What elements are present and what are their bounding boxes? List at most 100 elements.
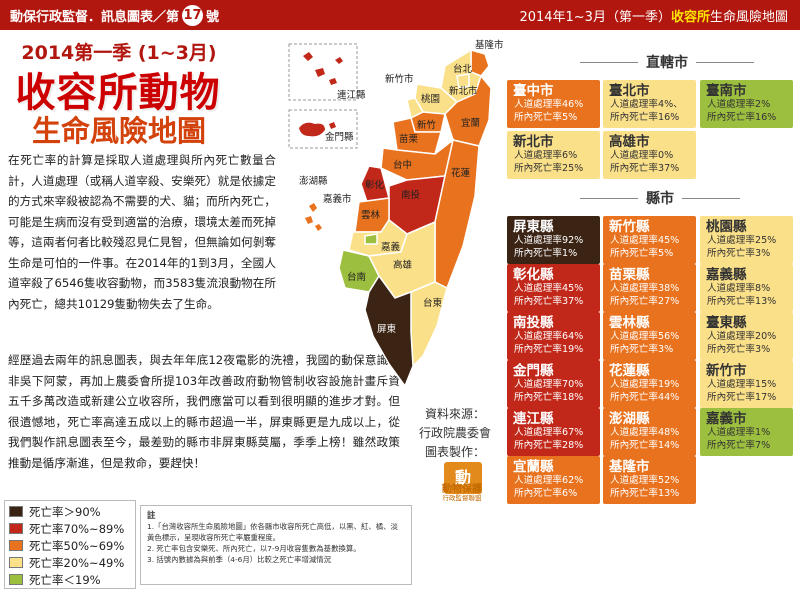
note-item: 1.「台灣收容所生命風險地圖」依各縣市收容所死亡高低，以黑、紅、橘、淡黃色標示，… [147, 522, 398, 542]
map-label-lienchiang: 連江縣 [337, 89, 366, 101]
card-region-name: 金門縣 [513, 363, 554, 379]
county-card: 臺南市 人道處理率2% 所內死亡率16% [700, 80, 793, 128]
headline-sub: 生命風險地圖 [31, 114, 206, 148]
card-region-name: 雲林縣 [609, 315, 650, 331]
county-card: 苗栗縣 人道處理率38% 所內死亡率27% [603, 264, 696, 312]
map-label-taitung: 台東 [423, 297, 443, 309]
card-euthanasia-rate: 人道處理率70% [514, 379, 584, 390]
card-death-rate: 所內死亡率5% [610, 247, 674, 259]
divider [580, 61, 638, 63]
card-region-name: 花蓮縣 [609, 363, 650, 379]
producer-label: 圖表製作： [424, 445, 485, 459]
headline-period: 2014第一季 (1~3月) [21, 42, 217, 64]
municipal-title: 直轄市 [646, 55, 688, 71]
county-card: 澎湖縣 人道處理率48% 所內死亡率14% [603, 408, 696, 456]
banner-highlight: 收容所 [670, 9, 710, 25]
card-euthanasia-rate: 人道處理率19% [610, 379, 680, 390]
region-taipei [456, 73, 470, 89]
card-death-rate: 所內死亡率6% [514, 487, 578, 499]
source-label: 資料來源： [424, 407, 485, 421]
card-region-name: 南投縣 [513, 315, 554, 331]
card-death-rate: 所內死亡率3% [707, 343, 771, 355]
headline-main: 收容所動物 [15, 70, 221, 116]
card-euthanasia-rate: 人道處理率48% [610, 427, 680, 438]
card-region-name: 高雄市 [609, 134, 650, 150]
legend-item: 死亡率50%~69% [9, 537, 131, 554]
card-region-name: 新北市 [513, 134, 554, 150]
card-death-rate: 所內死亡率16% [707, 111, 777, 123]
county-card: 嘉義市 人道處理率1% 所內死亡率7% [700, 408, 793, 456]
card-region-name: 桃園縣 [706, 219, 747, 235]
legend-label: 死亡率20%~49% [29, 555, 125, 570]
card-death-rate: 所內死亡率25% [514, 162, 584, 174]
municipal-section-header: 直轄市 [580, 52, 754, 72]
map-label-keelung: 基隆市 [475, 39, 504, 51]
card-death-rate: 所內死亡率13% [610, 487, 680, 499]
card-euthanasia-rate: 人道處理率38% [610, 283, 680, 294]
card-region-name: 連江縣 [513, 411, 554, 427]
county-card: 臺中市 人道處理率46% 所內死亡率5% [507, 80, 600, 128]
county-card: 屏東縣 人道處理率92% 所內死亡率1% [507, 216, 600, 264]
card-region-name: 臺北市 [609, 83, 650, 99]
map-label-kinmen: 金門縣 [325, 131, 354, 143]
series-name: 動保行政監督．訊息圖表／第 [10, 9, 180, 25]
county-card: 基隆市 人道處理率52% 所內死亡率13% [603, 456, 696, 504]
county-card: 花蓮縣 人道處理率19% 所內死亡率44% [603, 360, 696, 408]
note-item: 2. 死亡率包含安樂死、所內死亡，以7-9月收容隻數為基數換算。 [147, 544, 361, 553]
kinmen-inset [288, 109, 358, 149]
organization-subtitle: 行政監督聯盟 [442, 494, 482, 502]
map-label-miaoli: 苗栗 [399, 134, 419, 145]
legend-swatch [9, 523, 23, 534]
card-death-rate: 所內死亡率3% [707, 247, 771, 259]
top-banner: 動保行政監督．訊息圖表／第 17 號 2014年1~3月（第一季）收容所生命風險… [0, 0, 800, 30]
map-label-chiayi: 嘉義 [381, 241, 401, 253]
card-euthanasia-rate: 人道處理率56% [610, 331, 680, 342]
intro-paragraph: 在死亡率的計算是採取人道處理與所內死亡數量合計，人道處理（或稱人道宰殺、安樂死）… [8, 153, 276, 311]
map-label-kaohsiung: 高雄 [393, 259, 413, 271]
card-region-name: 臺東縣 [706, 315, 747, 331]
legend-swatch [9, 557, 23, 568]
map-label-nantou: 南投 [401, 189, 421, 201]
county-section-header: 縣市 [580, 188, 740, 208]
card-region-name: 澎湖縣 [609, 411, 650, 427]
county-card: 連江縣 人道處理率67% 所內死亡率28% [507, 408, 600, 456]
map-label-changhua: 彰化 [365, 179, 385, 191]
card-euthanasia-rate: 人道處理率6% [514, 150, 578, 161]
county-card: 新竹市 人道處理率15% 所內死亡率17% [700, 360, 793, 408]
card-death-rate: 所內死亡率37% [610, 162, 680, 174]
card-euthanasia-rate: 人道處理率20% [707, 331, 777, 342]
card-death-rate: 所內死亡率1% [514, 247, 578, 259]
card-region-name: 宜蘭縣 [513, 459, 554, 475]
region-taitung [410, 281, 448, 368]
divider [696, 61, 754, 63]
map-label-chiayi-city: 嘉義市 [323, 193, 352, 205]
map-label-pingtung: 屏東 [377, 323, 397, 335]
map-label-newtaipei: 新北市 [449, 85, 478, 97]
card-region-name: 屏東縣 [513, 219, 554, 235]
map-label-penghu: 澎湖縣 [299, 175, 328, 187]
legend: 死亡率＞90% 死亡率70%~89% 死亡率50%~69% 死亡率20%~49% 死亡率… [4, 500, 136, 589]
region-chiayi-city [364, 233, 378, 245]
map-label-taichung: 台中 [393, 159, 412, 171]
series-title: 動保行政監督．訊息圖表／第 17 號 [10, 4, 219, 26]
notes-heading: 註 [147, 510, 156, 520]
legend-label: 死亡率70%~89% [29, 521, 125, 536]
card-euthanasia-rate: 人道處理率92% [514, 235, 584, 246]
card-euthanasia-rate: 人道處理率52% [610, 475, 680, 486]
card-euthanasia-rate: 人道處理率8% [707, 283, 771, 294]
divider [580, 197, 638, 199]
legend-swatch [9, 540, 23, 551]
card-region-name: 基隆市 [609, 459, 650, 475]
county-card: 宜蘭縣 人道處理率62% 所內死亡率6% [507, 456, 600, 504]
map-label-taipei: 台北 [453, 63, 473, 75]
card-death-rate: 所內死亡率28% [514, 439, 584, 451]
map-label-tainan: 台南 [347, 271, 366, 283]
card-death-rate: 所內死亡率44% [610, 391, 680, 403]
county-card: 南投縣 人道處理率64% 所內死亡率19% [507, 312, 600, 360]
card-euthanasia-rate: 人道處理率46% [514, 99, 584, 110]
card-death-rate: 所內死亡率27% [610, 295, 680, 307]
card-death-rate: 所內死亡率7% [707, 439, 771, 451]
issue-number: 17 [182, 4, 204, 26]
card-euthanasia-rate: 人道處理率1% [707, 427, 771, 438]
legend-item: 死亡率70%~89% [9, 520, 131, 537]
